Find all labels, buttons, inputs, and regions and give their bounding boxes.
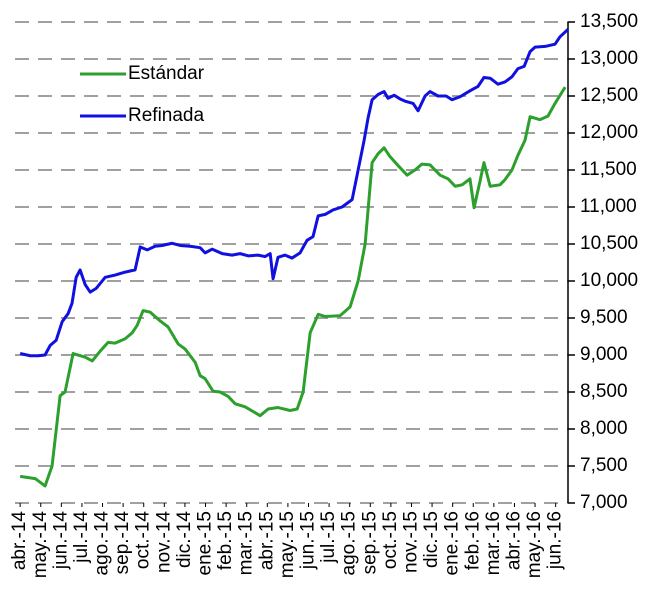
y-tick-label: 8,000 [580, 418, 628, 439]
y-tick-label: 11,000 [580, 196, 637, 217]
x-tick-label: nov.-14 [153, 511, 174, 573]
x-tick-label: may.-14 [30, 511, 51, 579]
y-tick-label: 10,500 [580, 233, 638, 254]
x-tick-label: abr.-14 [9, 511, 30, 571]
x-tick-label: jun.-14 [50, 511, 71, 571]
y-tick-label: 12,500 [580, 85, 638, 106]
y-tick-label: 12,000 [580, 122, 638, 143]
x-tick-label: abr.-16 [503, 511, 524, 570]
x-tick-label: ago.-14 [92, 511, 113, 576]
x-tick-label: feb.-16 [462, 511, 483, 570]
x-tick-label: jul.-15 [318, 511, 339, 564]
y-tick-label: 11,500 [580, 159, 637, 180]
x-tick-label: may.-15 [277, 511, 298, 578]
x-tick-label: dic.-14 [174, 511, 195, 568]
y-tick-label: 13,500 [580, 11, 638, 32]
x-tick-label: ene.-16 [442, 511, 463, 575]
x-tick-label: sep.-14 [112, 511, 133, 575]
x-tick-label: dic.-15 [421, 511, 442, 568]
x-tick-label: mar.-15 [236, 511, 257, 575]
x-tick-label: ene.-15 [195, 511, 216, 575]
x-tick-label: feb.-15 [215, 511, 236, 570]
x-tick-label: jun.-15 [298, 511, 319, 570]
legend-label: Estándar [128, 63, 205, 84]
x-tick-label: oct.-15 [380, 511, 401, 569]
x-tick-label: oct.-14 [133, 511, 154, 570]
series-line [19, 28, 570, 358]
x-tick-label: ago.-15 [339, 511, 360, 575]
legend-label: Refinada [128, 105, 204, 126]
y-tick-label: 8,500 [580, 381, 628, 402]
x-tick-label: abr.-15 [256, 511, 277, 570]
y-tick-label: 7,500 [580, 455, 628, 476]
series-line [19, 86, 567, 488]
y-tick-label: 10,000 [580, 270, 638, 291]
y-tick-label: 7,000 [580, 492, 628, 513]
y-tick-label: 9,000 [580, 344, 628, 365]
x-tick-label: jun.-16 [545, 511, 566, 570]
x-tick-label: may.-16 [524, 511, 545, 578]
x-tick-label: sep.-15 [359, 511, 380, 574]
y-tick-label: 13,000 [580, 48, 638, 69]
x-tick-label: mar.-16 [483, 511, 504, 575]
x-tick-label: nov.-15 [400, 511, 421, 573]
y-tick-label: 9,500 [580, 307, 628, 328]
x-tick-label: jul.-14 [71, 511, 92, 564]
